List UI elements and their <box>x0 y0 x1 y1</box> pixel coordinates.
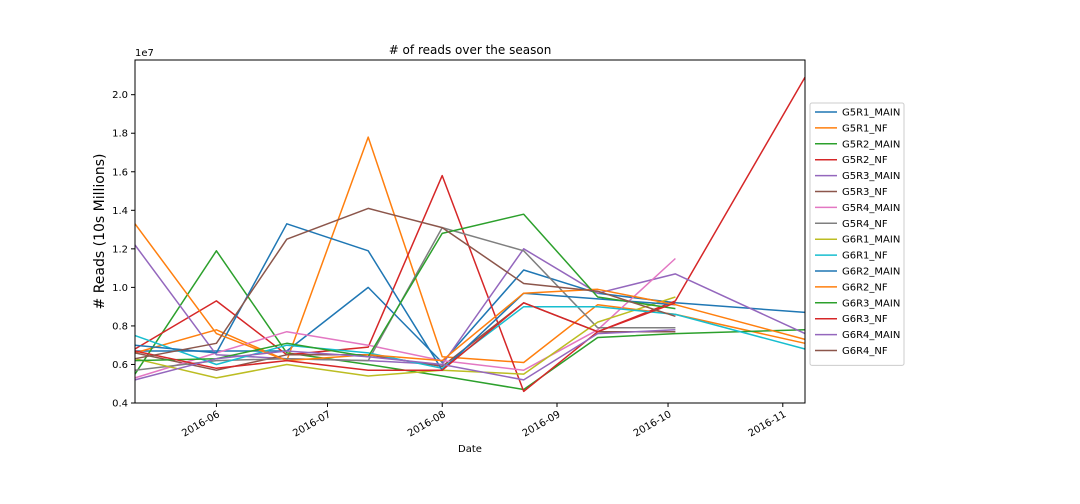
series-line-g6r4-nf <box>134 207 676 360</box>
y-tick-label: 1.8 <box>112 129 128 140</box>
chart-title: # of reads over the season <box>389 43 552 57</box>
y-tick-label: 1.0 <box>112 283 128 294</box>
legend-entry-label: G5R4_MAIN <box>842 203 900 214</box>
legend-entry-label: G6R4_NF <box>842 346 888 357</box>
x-axis-label: Date <box>458 444 482 455</box>
x-tick-label: 2016-07 <box>291 409 333 439</box>
legend-entry-label: G5R4_NF <box>842 219 888 230</box>
legend-entry-label: G6R2_MAIN <box>842 267 900 278</box>
series-line-g6r3-nf <box>134 302 676 371</box>
x-axis-ticks: 2016-06 2016-07 2016-08 2016-09 2016-10 2016-… <box>180 403 788 439</box>
legend-entry-label: G5R3_MAIN <box>842 171 900 182</box>
y-tick-label: 2.0 <box>112 90 128 101</box>
x-tick-label: 2016-10 <box>632 409 674 439</box>
series-line-g6r2-nf <box>134 223 806 362</box>
legend-entry-label: G5R1_NF <box>842 123 888 134</box>
x-tick-label: 2016-09 <box>521 409 563 439</box>
series-lines <box>134 76 806 393</box>
series-line-g6r4-main <box>134 329 676 381</box>
series-line-g6r3-main <box>134 213 676 362</box>
series-line-g6r2-main <box>134 223 676 371</box>
legend-entry-label: G5R2_NF <box>842 155 888 166</box>
y-axis-label: # Reads (10s Millions) <box>92 154 108 310</box>
series-line-g6r1-main <box>134 296 676 379</box>
x-tick-label: 2016-11 <box>747 409 789 439</box>
series-line-g5r4-main <box>134 257 676 379</box>
legend-box <box>809 102 905 366</box>
legend-entry-label: G6R2_NF <box>842 282 888 293</box>
y-tick-label: 1.2 <box>112 244 128 255</box>
y-tick-label: 1.4 <box>112 206 128 217</box>
legend-entry-label: G5R1_MAIN <box>842 108 900 119</box>
legend-entry-label: G5R3_NF <box>842 187 888 198</box>
legend-entry-label: G6R1_NF <box>842 251 888 262</box>
legend-entry-label: G6R1_MAIN <box>842 235 900 246</box>
legend-entry-label: G6R4_MAIN <box>842 330 900 341</box>
y-tick-label: 0.6 <box>112 360 128 371</box>
x-tick-label: 2016-06 <box>180 409 222 439</box>
y-axis-multiplier: 1e7 <box>135 48 154 59</box>
y-tick-label: 0.4 <box>112 399 128 410</box>
legend-entry-label: G6R3_NF <box>842 314 888 325</box>
y-tick-label: 1.6 <box>112 167 128 178</box>
legend: G5R1_MAIN G5R1_NF G5R2_MAIN G5R2_NF G5R3_MAI… <box>809 102 905 366</box>
x-tick-label: 2016-08 <box>406 409 448 439</box>
plot-area-frame <box>134 59 806 404</box>
legend-entry-label: G5R2_MAIN <box>842 139 900 150</box>
y-tick-label: 0.8 <box>112 321 128 332</box>
series-line-g5r2-main <box>134 250 806 391</box>
y-axis-ticks: 0.4 0.6 0.8 1.0 1.2 1.4 1.6 1.8 2.0 <box>112 90 135 410</box>
legend-entry-label: G6R3_MAIN <box>842 298 900 309</box>
